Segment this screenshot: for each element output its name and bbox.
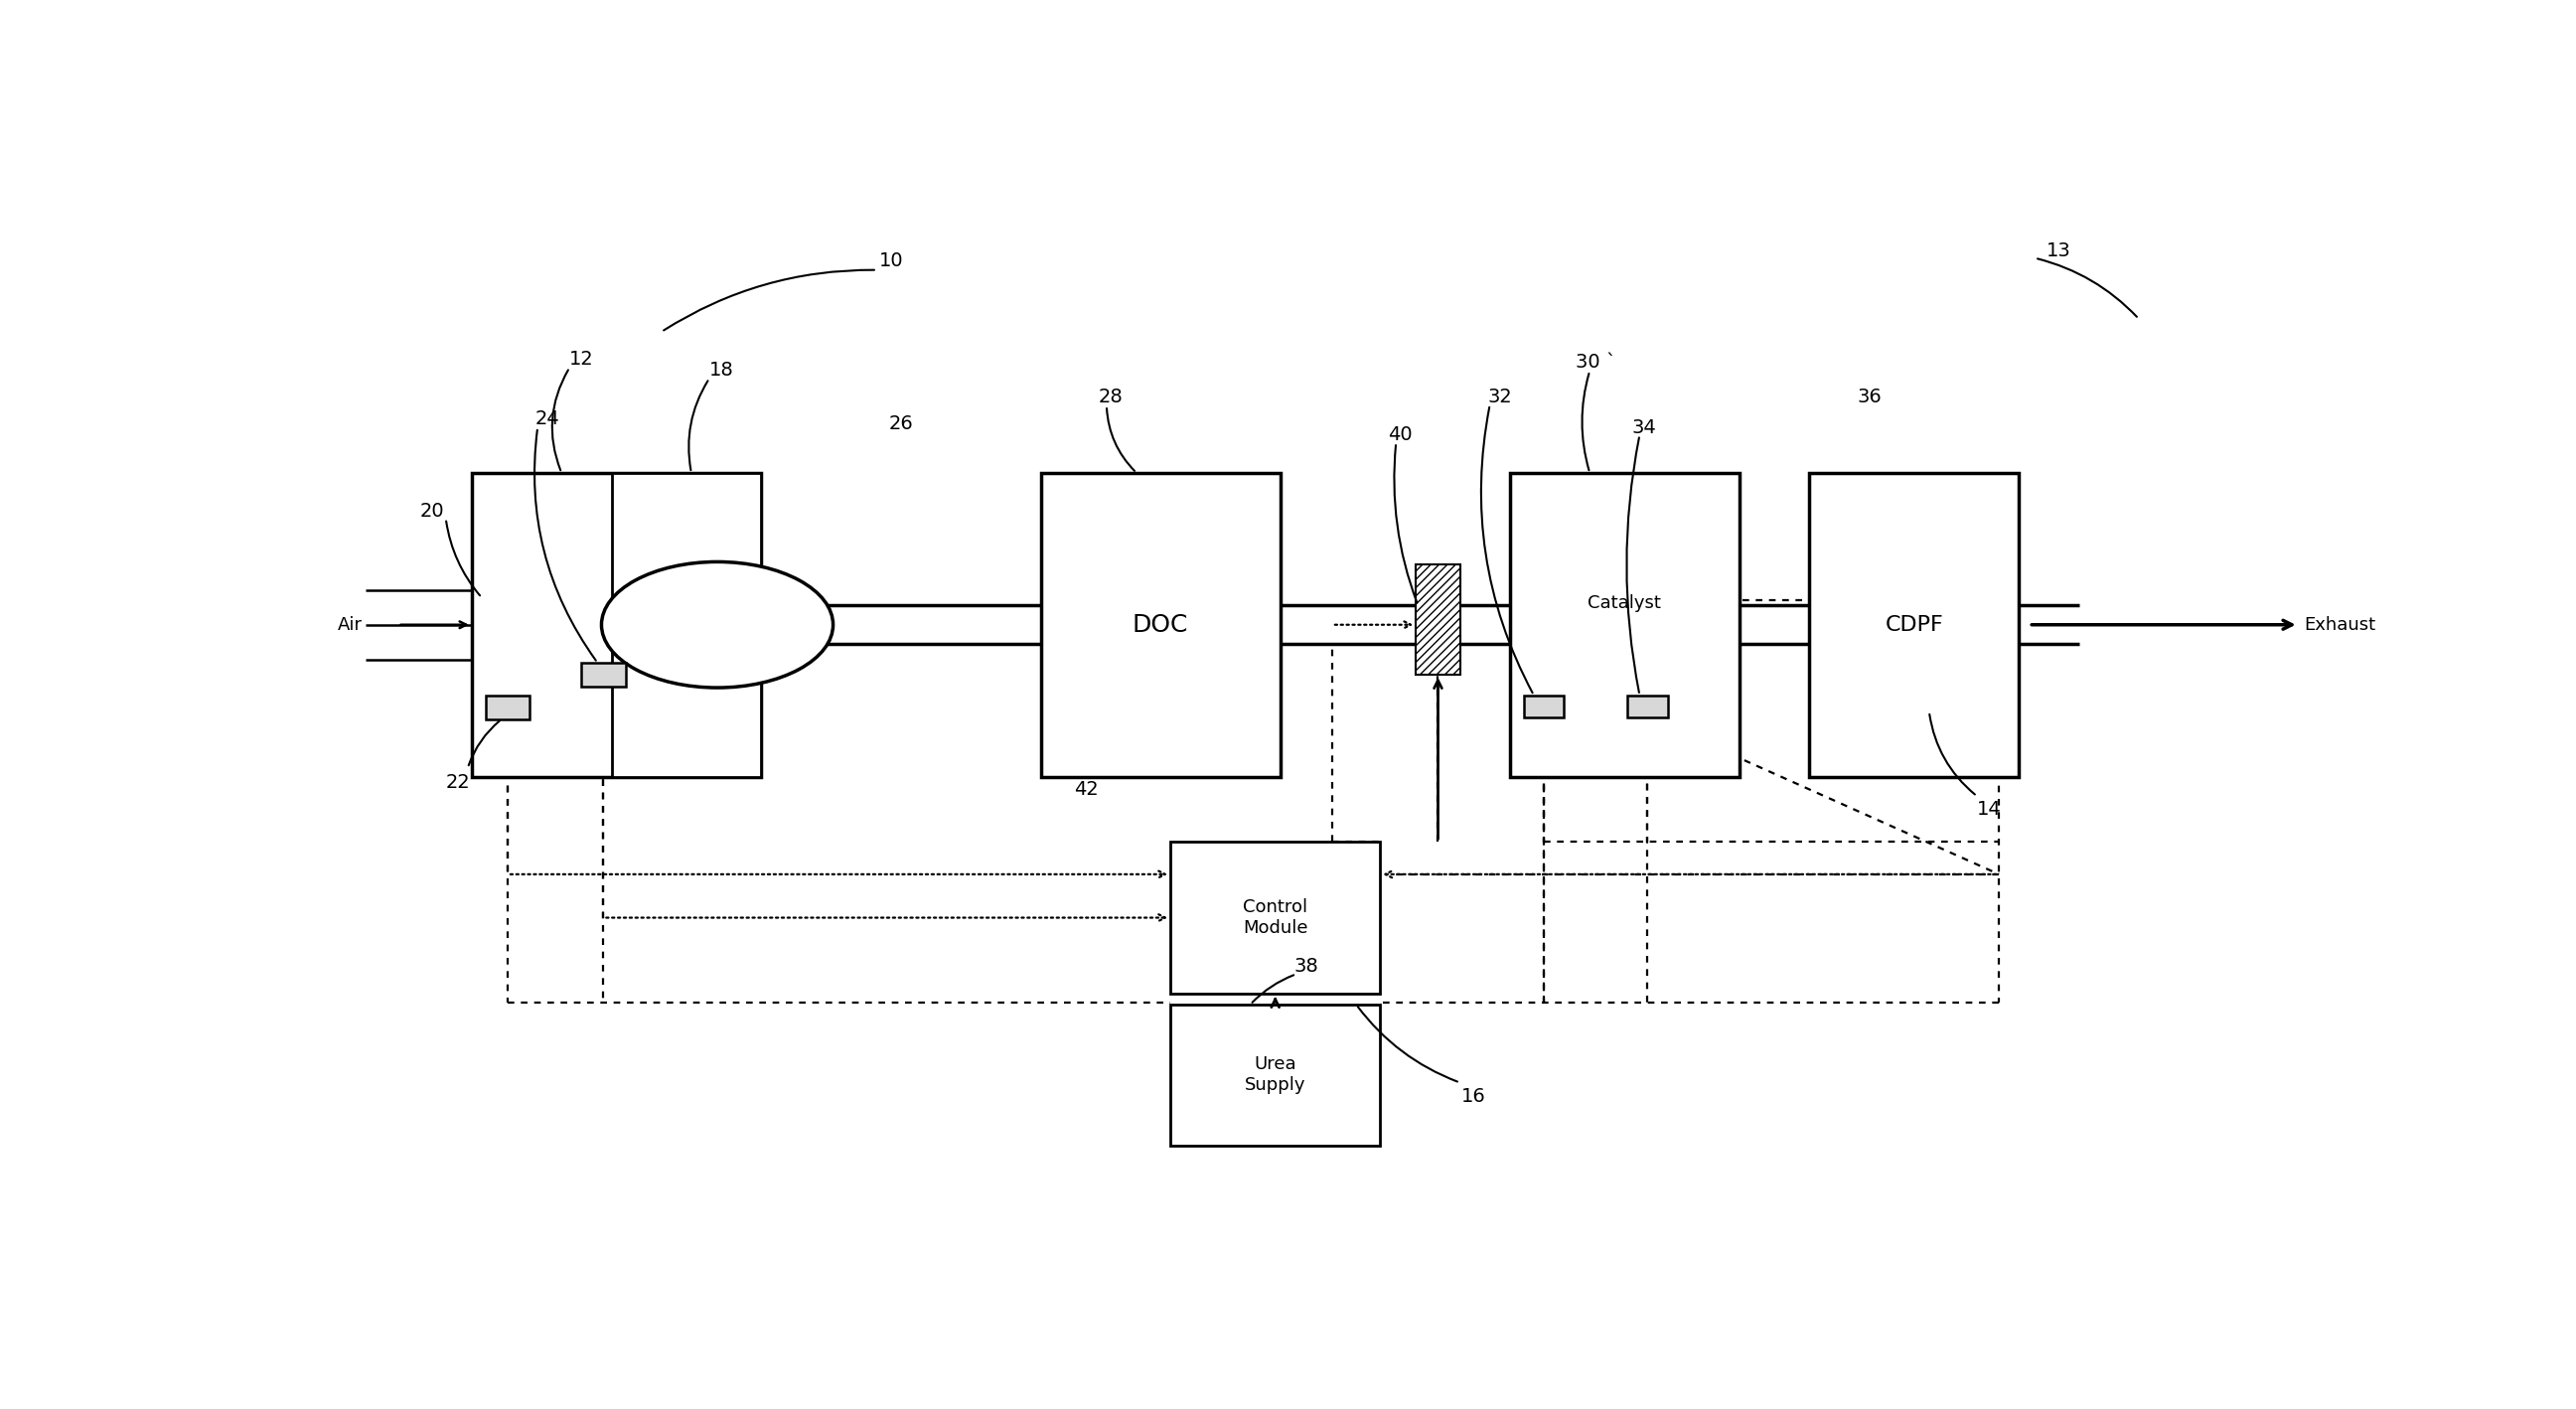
Text: Catalyst: Catalyst <box>1587 595 1662 612</box>
Text: Control
Module: Control Module <box>1242 899 1309 937</box>
Text: 40: 40 <box>1388 426 1412 444</box>
Circle shape <box>603 562 832 688</box>
Text: Air: Air <box>337 616 363 634</box>
Text: Urea
Supply: Urea Supply <box>1244 1055 1306 1095</box>
Text: 22: 22 <box>446 772 469 792</box>
Text: 14: 14 <box>1976 800 2002 819</box>
Text: CDPF: CDPF <box>1886 614 1942 634</box>
Text: 20: 20 <box>420 502 443 520</box>
Text: 12: 12 <box>569 349 595 368</box>
Text: 16: 16 <box>1461 1088 1486 1106</box>
Bar <box>582 662 626 686</box>
Bar <box>1808 473 2020 776</box>
Bar <box>1628 695 1667 717</box>
Text: 32: 32 <box>1486 387 1512 406</box>
Text: Exhaust: Exhaust <box>2306 616 2375 634</box>
Text: 28: 28 <box>1097 387 1123 406</box>
Bar <box>611 473 762 776</box>
Bar <box>1170 841 1381 993</box>
Bar <box>471 473 760 776</box>
Text: 18: 18 <box>708 361 734 379</box>
Bar <box>1525 695 1564 717</box>
Text: 36: 36 <box>1857 387 1880 406</box>
Bar <box>1510 473 1739 776</box>
Text: 10: 10 <box>878 252 904 271</box>
Text: 13: 13 <box>2045 241 2071 259</box>
Bar <box>487 695 531 719</box>
Text: 24: 24 <box>536 409 559 428</box>
Text: 34: 34 <box>1631 418 1656 437</box>
Bar <box>1041 473 1280 776</box>
Text: 26: 26 <box>889 414 914 434</box>
Text: 38: 38 <box>1293 957 1319 976</box>
Bar <box>1417 564 1461 675</box>
Text: 30 `: 30 ` <box>1577 352 1615 372</box>
Text: DOC: DOC <box>1133 613 1188 637</box>
Bar <box>1170 1005 1381 1146</box>
Text: 42: 42 <box>1074 781 1100 799</box>
